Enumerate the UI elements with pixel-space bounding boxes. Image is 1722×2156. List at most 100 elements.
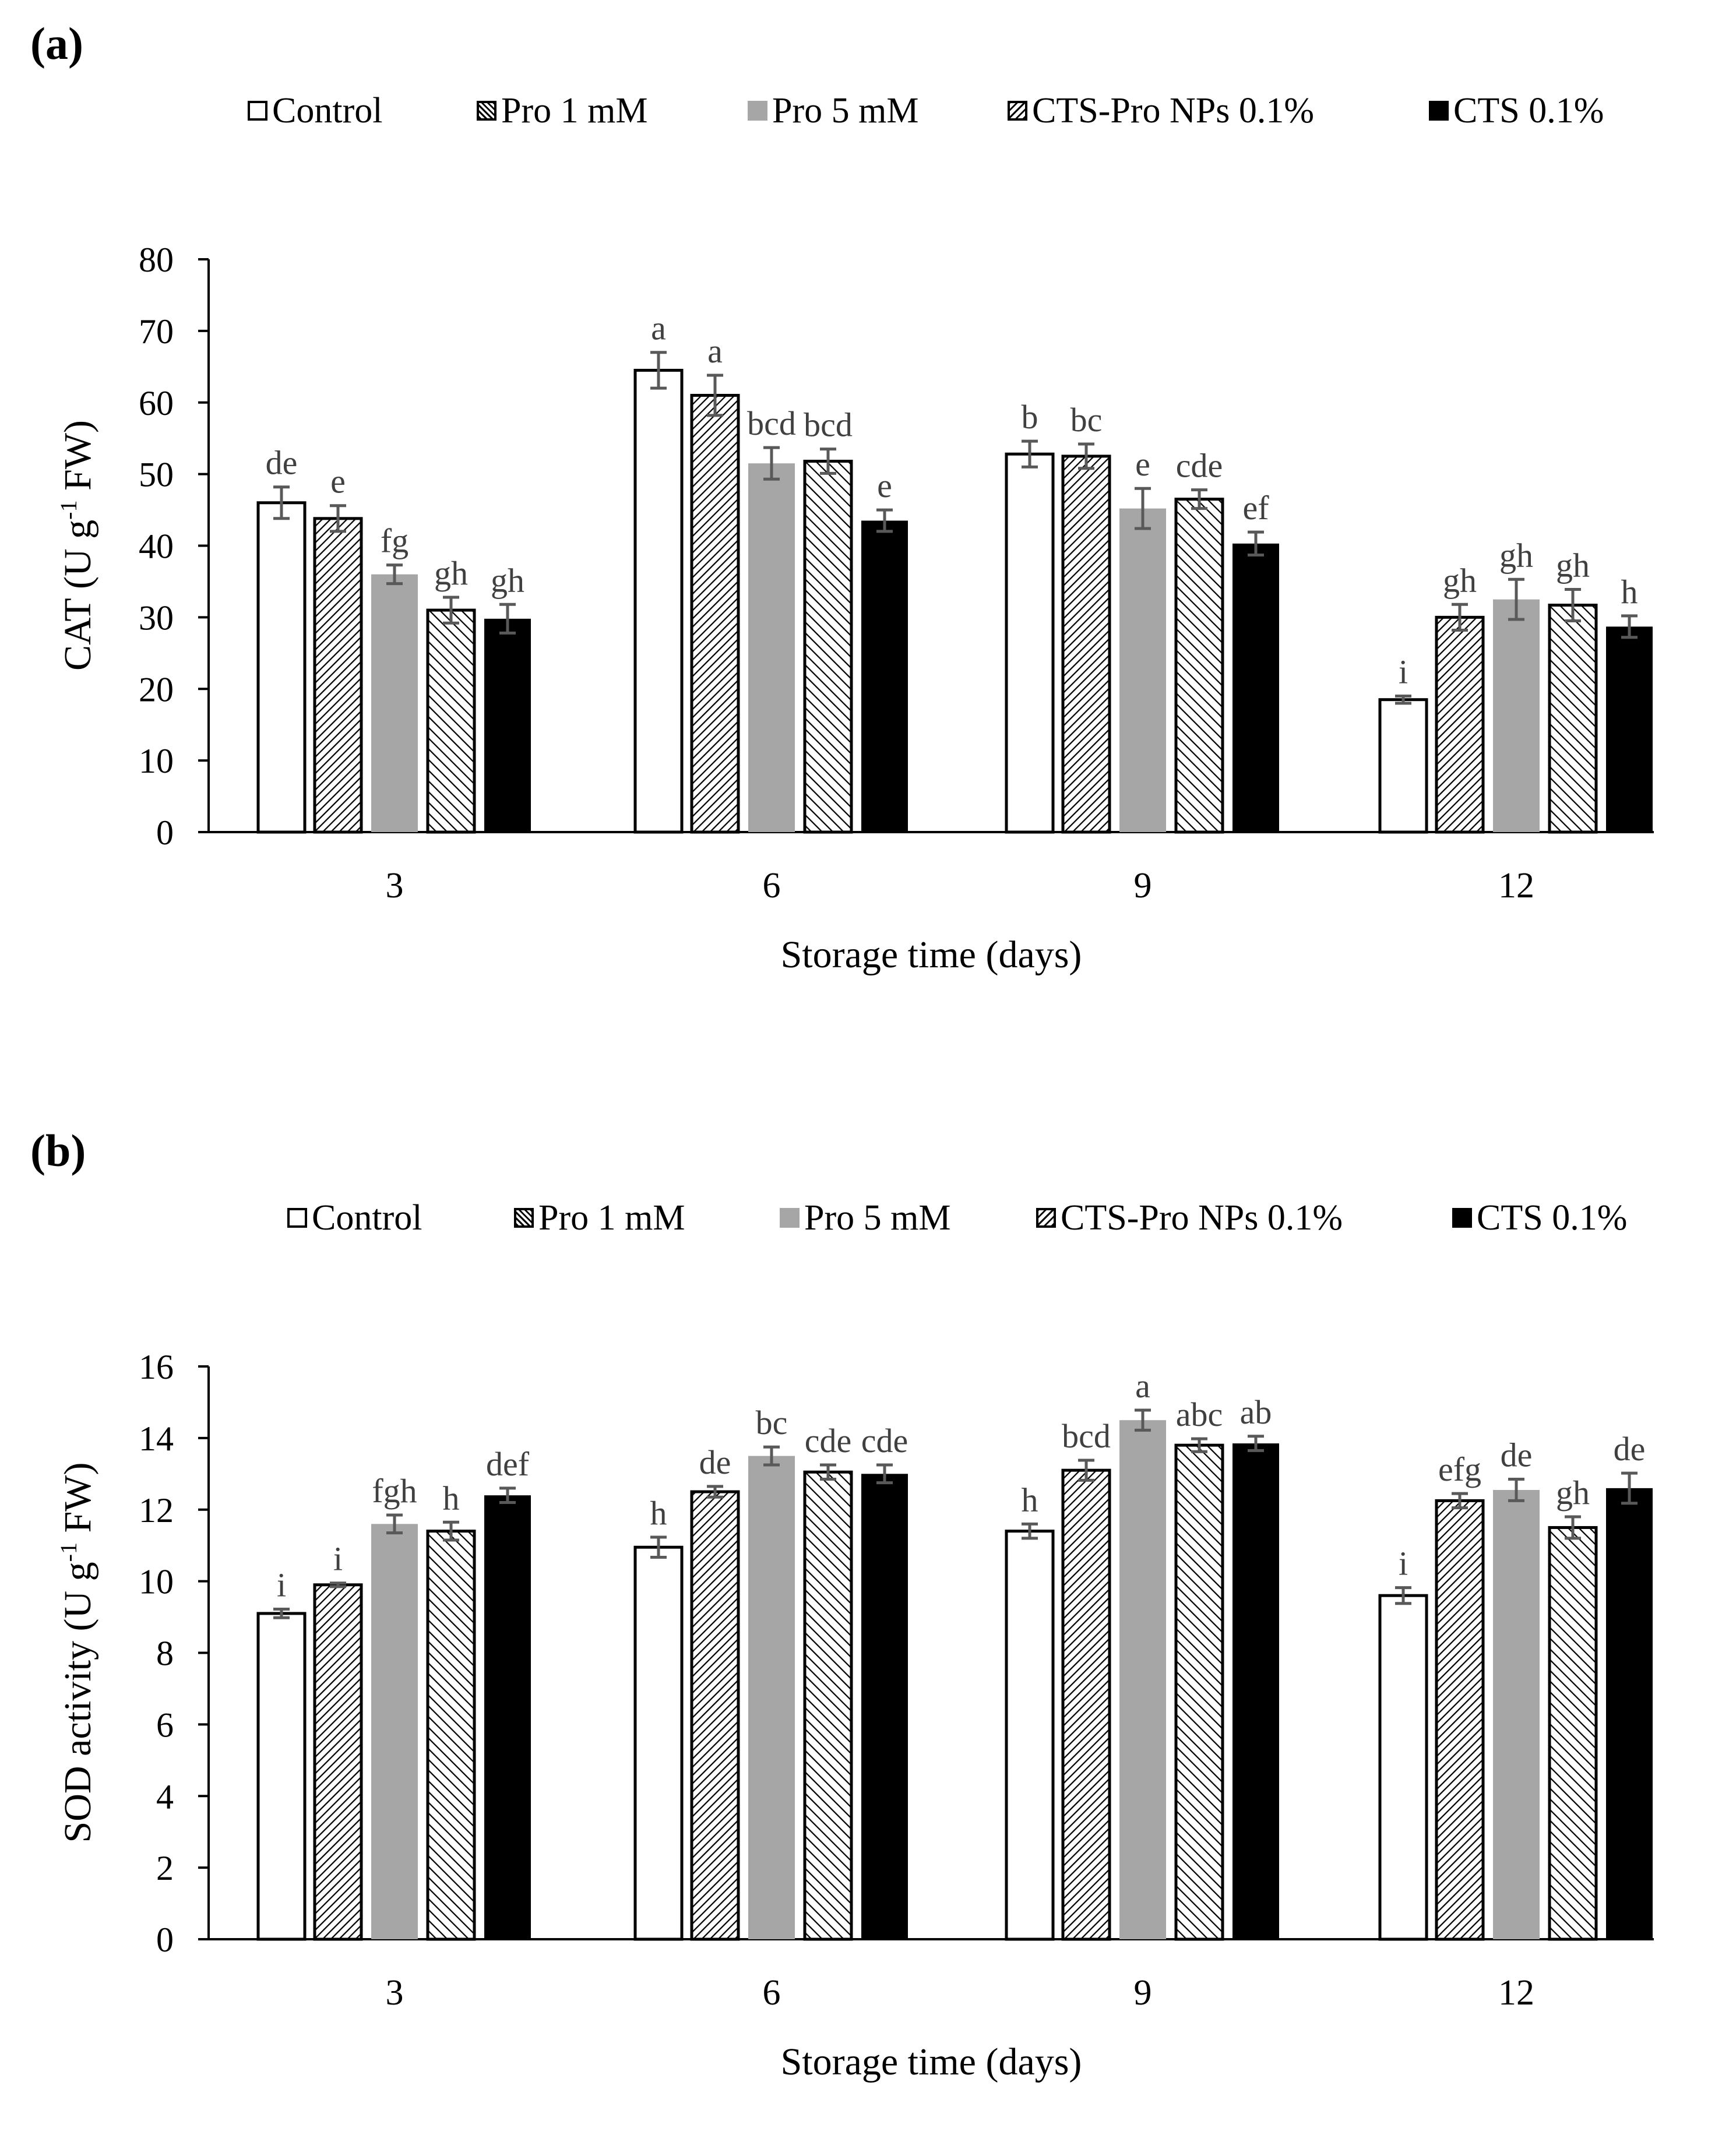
significance-letter: gh [1556, 1474, 1590, 1512]
significance-letter: bcd [804, 406, 853, 444]
significance-letter: a [707, 332, 723, 370]
error-bar [1452, 603, 1468, 632]
significance-letter: gh [491, 561, 524, 599]
y-tick-label: 0 [156, 1921, 174, 1959]
error-bar [1621, 614, 1638, 639]
bar [426, 1530, 476, 1941]
legend-swatch-cts [1452, 1208, 1472, 1228]
error-bar [1022, 1522, 1038, 1540]
error-bar [499, 1486, 516, 1504]
significance-letter: de [1614, 1430, 1646, 1468]
x-tick-label: 12 [1498, 866, 1534, 906]
legend-swatch-pro-5mm [780, 1208, 800, 1228]
error-bar [386, 1513, 403, 1535]
y-tick-label: 30 [139, 598, 174, 637]
error-bar [1248, 530, 1264, 556]
error-bar [1078, 1459, 1094, 1482]
y-axis-label: SOD activity (U g-1 FW) [55, 1463, 99, 1843]
error-bar [1508, 1478, 1524, 1502]
panel-label: (a) [30, 18, 83, 69]
significance-letter: cde [1176, 447, 1223, 485]
error-bar [443, 596, 459, 625]
error-bar [1395, 695, 1411, 705]
significance-letter: a [1135, 1367, 1150, 1405]
error-bar [1135, 487, 1151, 530]
bar [313, 1583, 363, 1941]
significance-letter: e [877, 467, 892, 505]
bar [256, 1612, 307, 1941]
y-axis-label: CAT (U g-1 FW) [55, 420, 99, 671]
significance-letter: de [266, 444, 298, 482]
legend-label: Pro 1 mM [501, 90, 648, 131]
error-bar [650, 1535, 667, 1559]
error-bar [876, 1463, 893, 1485]
significance-letter: bcd [1062, 1417, 1111, 1455]
legend-item-cts-pro-nps: CTS-Pro NPs 0.1% [1008, 87, 1314, 134]
significance-letter: a [651, 309, 666, 347]
significance-letter: cde [861, 1422, 908, 1460]
error-bar [273, 1608, 290, 1619]
y-tick-label: 12 [139, 1491, 174, 1530]
y-tick-label: 8 [156, 1634, 174, 1673]
significance-letter: gh [1499, 536, 1533, 574]
x-tick-label: 6 [763, 1973, 781, 2013]
x-tick-label: 6 [763, 866, 781, 906]
bar [1493, 1489, 1540, 1939]
bar [1232, 1443, 1279, 1939]
bar [313, 517, 363, 834]
x-tick-label: 9 [1134, 1973, 1152, 2013]
significance-letter: h [443, 1479, 460, 1517]
legend-item-cts: CTS 0.1% [1452, 1195, 1627, 1241]
legend-label: Pro 5 mM [804, 1197, 951, 1238]
error-bar [1395, 1586, 1411, 1605]
legend-swatch-pro-1mm [514, 1208, 534, 1228]
bar [1174, 498, 1224, 834]
y-tick-label: 40 [139, 527, 174, 566]
significance-letter: fgh [372, 1472, 417, 1510]
error-bar [1452, 1492, 1468, 1510]
chart-panel-b: (b) Control Pro 1 mM Pro 5 mM CTS-Pro NP… [0, 1107, 1722, 2156]
legend-swatch-control [287, 1208, 307, 1228]
error-bar [763, 446, 780, 481]
error-bar [707, 374, 723, 417]
error-bar [1022, 439, 1038, 468]
legend-label: Pro 5 mM [772, 90, 919, 131]
error-bar [1621, 1471, 1638, 1505]
error-bar [499, 603, 516, 635]
legend-item-cts-pro-nps: CTS-Pro NPs 0.1% [1036, 1195, 1343, 1241]
panel-label: (b) [30, 1125, 86, 1176]
bar [1119, 1420, 1166, 1939]
legend-item-pro-5mm: Pro 5 mM [748, 87, 918, 134]
x-tick-label: 9 [1134, 866, 1152, 906]
error-bar [820, 448, 836, 475]
x-axis-label: Storage time (days) [781, 933, 1082, 976]
error-bar [1508, 577, 1524, 621]
significance-letter: e [1135, 445, 1150, 483]
y-tick-label: 50 [139, 456, 174, 494]
legend-item-control: Control [287, 1195, 422, 1241]
bar [1061, 1468, 1111, 1941]
y-tick-label: 0 [156, 813, 174, 852]
x-tick-label: 12 [1498, 1973, 1534, 2013]
bar [690, 393, 740, 834]
legend-swatch-pro-1mm [477, 101, 496, 121]
y-tick-label: 4 [156, 1777, 174, 1816]
chart-panel-a: (a) Control Pro 1 mM Pro 5 mM CTS-Pro NP… [0, 0, 1722, 1049]
y-tick-label: 14 [139, 1419, 174, 1458]
bar [1435, 615, 1485, 834]
legend-swatch-cts [1429, 101, 1449, 121]
error-bar [1565, 1515, 1581, 1540]
x-axis-label: Storage time (days) [781, 2041, 1082, 2083]
significance-letter: gh [1556, 546, 1590, 584]
significance-letter: de [1501, 1436, 1533, 1474]
y-tick-label: 6 [156, 1706, 174, 1744]
bar [426, 608, 476, 834]
bar [1005, 1530, 1055, 1941]
bar [1005, 452, 1055, 834]
y-tick-label: 2 [156, 1849, 174, 1887]
significance-letter: gh [1443, 561, 1477, 599]
error-bar [386, 563, 403, 586]
significance-letter: bcd [747, 404, 796, 442]
significance-letter: h [650, 1494, 667, 1532]
y-tick-label: 70 [139, 312, 174, 351]
